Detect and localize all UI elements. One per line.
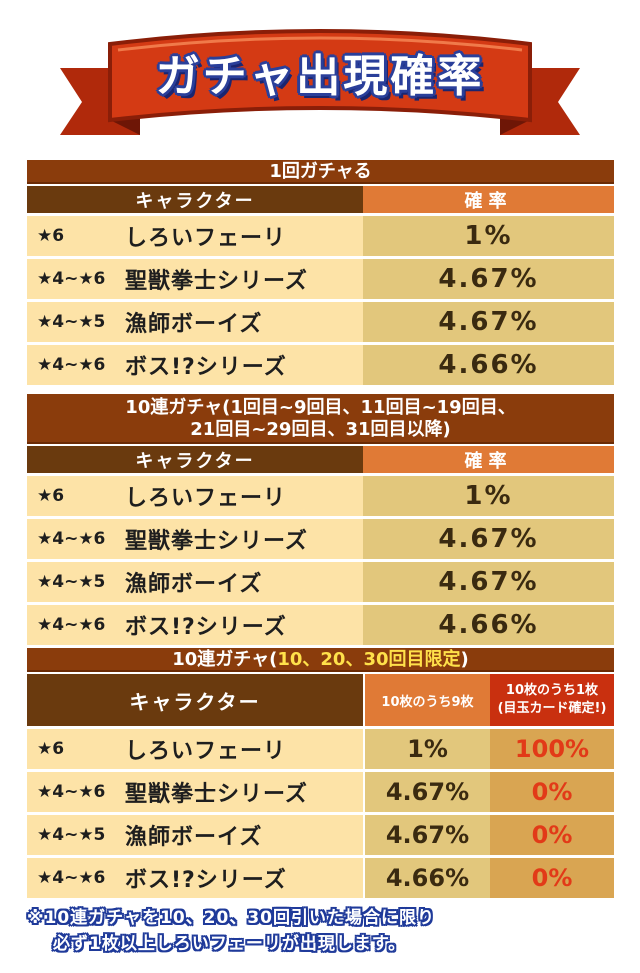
character-name: 聖獣拳士シリーズ bbox=[125, 782, 308, 807]
star-rank: ★6 bbox=[37, 739, 65, 759]
table-row: ★4~★6 聖獣拳士シリーズ 4.67% 0% bbox=[27, 772, 614, 812]
section-title-line2: 21回目~29回目、31回目以降) bbox=[190, 419, 451, 440]
rate-nine-value: 4.67% bbox=[365, 772, 490, 812]
star-rank: ★4~★6 bbox=[37, 269, 106, 289]
star-rank: ★4~★6 bbox=[37, 529, 106, 549]
star-rank: ★4~★6 bbox=[37, 868, 106, 888]
table-header: キャラクター 確率 bbox=[27, 186, 614, 213]
footnote: ※10連ガチャを10、20、30回引いた場合に限り 必ず1枚以上しろいフェーリが… bbox=[27, 905, 627, 957]
character-name: しろいフェーリ bbox=[125, 226, 287, 251]
header-rate-guaranteed-line2: (目玉カード確定!) bbox=[497, 701, 607, 716]
rate-value: 4.66% bbox=[363, 605, 614, 645]
table-header: キャラクター 10枚のうち9枚 10枚のうち1枚 (目玉カード確定!) bbox=[27, 674, 614, 726]
table-row: ★6 しろいフェーリ 1% bbox=[27, 476, 614, 516]
star-rank: ★6 bbox=[37, 486, 65, 506]
rate-value: 4.67% bbox=[363, 259, 614, 299]
table-ten-pull-regular: 10連ガチャ(1回目~9回目、11回目~19回目、 21回目~29回目、31回目… bbox=[27, 394, 614, 645]
character-name: ボス!?シリーズ bbox=[125, 868, 287, 893]
rate-guaranteed-value: 0% bbox=[490, 815, 614, 855]
header-rate-guaranteed: 10枚のうち1枚 (目玉カード確定!) bbox=[490, 674, 614, 726]
table-row: ★4~★6 ボス!?シリーズ 4.66% bbox=[27, 605, 614, 645]
character-name: 漁師ボーイズ bbox=[125, 572, 263, 597]
section-title-suffix: ) bbox=[460, 649, 469, 670]
table-row: ★4~★6 ボス!?シリーズ 4.66% 0% bbox=[27, 858, 614, 898]
character-name: 漁師ボーイズ bbox=[125, 825, 263, 850]
character-name: 聖獣拳士シリーズ bbox=[125, 269, 308, 294]
rate-value: 4.67% bbox=[363, 302, 614, 342]
header-character: キャラクター bbox=[27, 674, 363, 726]
table-row: ★4~★5 漁師ボーイズ 4.67% bbox=[27, 302, 614, 342]
section-title: 10連ガチャ(1回目~9回目、11回目~19回目、 21回目~29回目、31回目… bbox=[27, 394, 614, 444]
table-single-gacha: 1回ガチャる キャラクター 確率 ★6 しろいフェーリ 1% ★4~★6 聖獣拳士シ… bbox=[27, 160, 614, 385]
rate-value: 1% bbox=[363, 216, 614, 256]
header-rate: 確率 bbox=[363, 446, 614, 473]
star-rank: ★4~★5 bbox=[37, 312, 106, 332]
rate-guaranteed-value: 0% bbox=[490, 858, 614, 898]
title-banner: ガチャ出現確率 bbox=[0, 0, 640, 160]
section-title-prefix: 10連ガチャ( bbox=[172, 649, 278, 670]
section-title-line1: 10連ガチャ(1回目~9回目、11回目~19回目、 bbox=[125, 397, 516, 418]
table-row: ★6 しろいフェーリ 1% 100% bbox=[27, 729, 614, 769]
table-header: キャラクター 確率 bbox=[27, 446, 614, 473]
character-name: しろいフェーリ bbox=[125, 486, 287, 511]
section-title: 1回ガチャる bbox=[27, 160, 614, 184]
section-title-highlight: 10、20、30回目限定 bbox=[277, 649, 461, 670]
rate-value: 1% bbox=[363, 476, 614, 516]
rate-nine-value: 1% bbox=[365, 729, 490, 769]
rate-guaranteed-value: 0% bbox=[490, 772, 614, 812]
section-title: 10連ガチャ(10、20、30回目限定) bbox=[27, 648, 614, 672]
table-ten-pull-limited: 10連ガチャ(10、20、30回目限定) キャラクター 10枚のうち9枚 10枚… bbox=[27, 648, 614, 898]
rate-value: 4.67% bbox=[363, 519, 614, 559]
character-name: ボス!?シリーズ bbox=[125, 355, 287, 380]
header-rate-guaranteed-line1: 10枚のうち1枚 bbox=[505, 683, 599, 698]
table-row: ★4~★5 漁師ボーイズ 4.67% bbox=[27, 562, 614, 602]
character-name: しろいフェーリ bbox=[125, 739, 287, 764]
rate-value: 4.67% bbox=[363, 562, 614, 602]
table-row: ★4~★6 聖獣拳士シリーズ 4.67% bbox=[27, 519, 614, 559]
rate-guaranteed-value: 100% bbox=[490, 729, 614, 769]
rate-value: 4.66% bbox=[363, 345, 614, 385]
table-row: ★4~★5 漁師ボーイズ 4.67% 0% bbox=[27, 815, 614, 855]
character-name: 聖獣拳士シリーズ bbox=[125, 529, 308, 554]
table-row: ★6 しろいフェーリ 1% bbox=[27, 216, 614, 256]
star-rank: ★4~★5 bbox=[37, 572, 106, 592]
ribbon-graphic bbox=[60, 29, 580, 135]
star-rank: ★4~★6 bbox=[37, 782, 106, 802]
character-name: 漁師ボーイズ bbox=[125, 312, 263, 337]
table-row: ★4~★6 ボス!?シリーズ 4.66% bbox=[27, 345, 614, 385]
rate-nine-value: 4.66% bbox=[365, 858, 490, 898]
header-rate: 確率 bbox=[363, 186, 614, 213]
star-rank: ★6 bbox=[37, 226, 65, 246]
banner-title: ガチャ出現確率 bbox=[155, 51, 485, 102]
rate-nine-value: 4.67% bbox=[365, 815, 490, 855]
table-row: ★4~★6 聖獣拳士シリーズ 4.67% bbox=[27, 259, 614, 299]
star-rank: ★4~★5 bbox=[37, 825, 106, 845]
header-character: キャラクター bbox=[27, 186, 363, 213]
footnote-line2: 必ず1枚以上しろいフェーリが出現します。 bbox=[53, 934, 407, 954]
footnote-line1: ※10連ガチャを10、20、30回引いた場合に限り bbox=[27, 908, 435, 928]
header-character: キャラクター bbox=[27, 446, 363, 473]
star-rank: ★4~★6 bbox=[37, 355, 106, 375]
star-rank: ★4~★6 bbox=[37, 615, 106, 635]
character-name: ボス!?シリーズ bbox=[125, 615, 287, 640]
header-rate-nine: 10枚のうち9枚 bbox=[365, 674, 490, 726]
